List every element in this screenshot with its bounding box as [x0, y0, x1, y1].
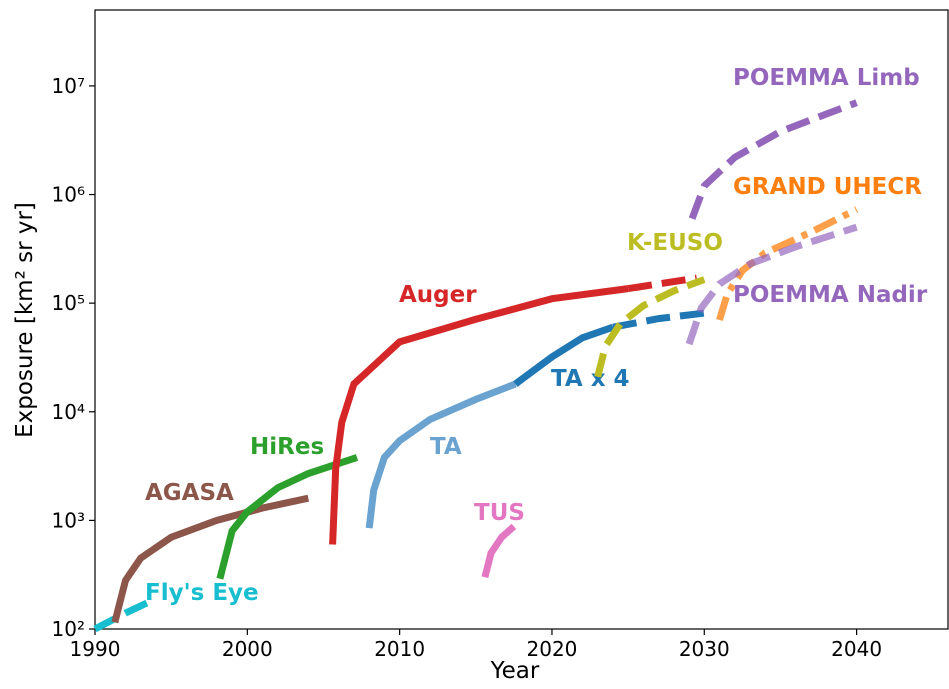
y-axis-label: Exposure [km² sr yr]: [12, 202, 38, 438]
x-axis-label: Year: [490, 658, 540, 684]
series-label: POEMMA Limb: [733, 65, 920, 91]
y-tick-label: 10²: [52, 617, 85, 641]
series-line: [365, 380, 517, 529]
series-label: POEMMA Nadir: [733, 282, 928, 308]
series-line: [612, 309, 705, 331]
series-label: TA: [430, 434, 462, 460]
series-label: AGASA: [145, 480, 234, 506]
y-tick-label: 10⁵: [52, 291, 85, 315]
y-tick-label: 10⁷: [52, 74, 85, 98]
series-line: [627, 274, 698, 293]
x-tick-label: 1990: [70, 637, 121, 661]
series-label: Fly's Eye: [145, 580, 259, 606]
series-label: K-EUSO: [627, 230, 723, 256]
y-tick-label: 10³: [52, 508, 85, 532]
x-tick-label: 2030: [679, 637, 730, 661]
series-label: TUS: [474, 500, 525, 526]
series-label: GRAND UHECR: [733, 174, 922, 200]
series-label: HiRes: [250, 434, 324, 460]
series-line: [93, 595, 158, 633]
series-line: [216, 454, 359, 580]
series-line: [481, 523, 517, 579]
series-line: [111, 494, 310, 624]
plot-frame: [94, 9, 949, 630]
series-line: [513, 323, 615, 387]
y-tick-label: 10⁴: [52, 400, 85, 424]
x-tick-label: 2000: [222, 637, 273, 661]
x-tick-label: 2020: [527, 637, 578, 661]
x-tick-label: 2010: [374, 637, 425, 661]
series-line: [594, 276, 706, 378]
series-line: [685, 223, 858, 346]
y-tick-label: 10⁶: [52, 183, 85, 207]
series-line: [688, 99, 858, 220]
series-line: [329, 285, 629, 545]
series-label: TA x 4: [551, 366, 630, 392]
series-label: Auger: [399, 282, 477, 308]
x-tick-label: 2040: [831, 637, 882, 661]
